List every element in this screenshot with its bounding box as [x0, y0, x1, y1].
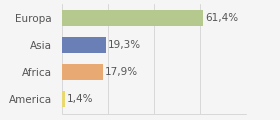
- Text: 61,4%: 61,4%: [205, 13, 238, 23]
- Bar: [62, 37, 106, 53]
- Text: 1,4%: 1,4%: [67, 94, 93, 104]
- Bar: [62, 91, 65, 107]
- Bar: [62, 10, 204, 27]
- Text: 19,3%: 19,3%: [108, 40, 141, 50]
- Text: 17,9%: 17,9%: [105, 67, 138, 77]
- Bar: [62, 64, 103, 80]
